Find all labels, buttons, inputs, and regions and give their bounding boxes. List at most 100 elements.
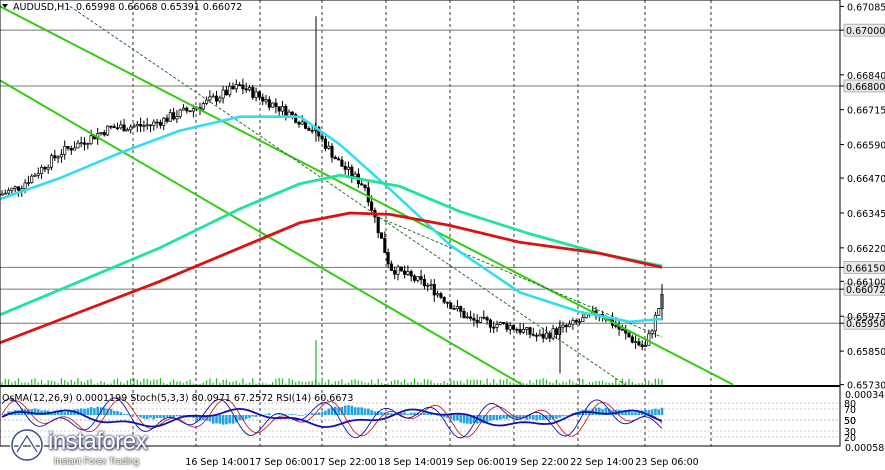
osma-bar (152, 415, 156, 420)
osma-bar (594, 407, 598, 415)
candle-body (188, 110, 192, 113)
osma-bar (268, 413, 271, 415)
candle-body (158, 121, 162, 126)
candle-body (234, 84, 238, 90)
candle-body (214, 95, 219, 102)
candle-body (442, 297, 446, 303)
level-label: 0.66150 (846, 263, 885, 274)
candle-body (99, 132, 103, 134)
osma-bar (238, 415, 241, 421)
osma-bar (525, 415, 528, 420)
candle-body (224, 89, 228, 96)
osma-bar (637, 410, 641, 415)
osma-bar (86, 408, 90, 415)
candle-body (337, 158, 341, 161)
candle-body (208, 96, 212, 101)
candle-body (574, 320, 578, 323)
candle-body (521, 329, 525, 333)
osma-axis-bottom: 0.000586 (845, 443, 885, 454)
osma-bar (469, 415, 472, 425)
candle-body (343, 166, 347, 170)
osma-bar (228, 415, 231, 424)
osma-bar (221, 415, 225, 425)
level-label: 0.67000 (846, 26, 885, 37)
candle-body (492, 326, 496, 329)
candle-body (304, 121, 308, 129)
osma-bar (357, 407, 360, 415)
candle-body (399, 266, 403, 272)
candle-body (59, 154, 63, 158)
osma-bar (561, 415, 565, 417)
osma-bar (634, 412, 637, 415)
osma-bar (231, 415, 235, 424)
candle-body (462, 310, 466, 319)
osma-bar (390, 413, 393, 415)
candle-body (277, 106, 281, 112)
osma-bar (205, 415, 208, 421)
osma-bar (145, 415, 149, 420)
candle-body (165, 117, 169, 122)
candle-body (76, 142, 80, 149)
candle-body (30, 175, 34, 183)
osma-bar (360, 407, 363, 415)
ma-cyan-line (0, 115, 663, 324)
watermark: instaforex Instant Forex Trading (4, 424, 184, 468)
candle-body (643, 345, 648, 347)
osma-bar (314, 413, 317, 415)
candle-body (614, 325, 618, 327)
ma-green-line (0, 173, 663, 317)
osma-bar (93, 408, 96, 415)
time-label: 23 Sep 06:00 (635, 457, 698, 468)
osma-bar (532, 415, 535, 420)
candle-body (502, 322, 506, 324)
candle-body (102, 132, 106, 136)
candle-body (469, 316, 473, 319)
candle-body (63, 146, 67, 155)
candle-body (333, 156, 337, 160)
osma-bar (136, 415, 139, 417)
candle-body (172, 112, 176, 120)
candle-body (148, 124, 153, 127)
candle-body (419, 276, 423, 280)
rsi-line (1, 407, 663, 428)
candle-body (271, 102, 275, 108)
level-label: 0.66800 (846, 82, 885, 93)
candle-body (320, 135, 324, 140)
osma-bar (112, 410, 116, 415)
candle-body (300, 121, 304, 125)
candle-body (518, 329, 522, 333)
osma-bar (598, 407, 601, 415)
time-label: 19 Sep 06:00 (441, 457, 504, 468)
osma-bar (604, 407, 608, 415)
watermark-brand: instaforex (48, 428, 148, 455)
candle-body (412, 275, 417, 281)
time-label: 22 Sep 14:00 (570, 457, 633, 468)
osma-bar (660, 407, 664, 415)
candle-body (201, 103, 205, 110)
osma-bar (607, 408, 611, 415)
osma-bar (386, 412, 390, 415)
osma-bar (287, 414, 291, 415)
osma-bar (456, 415, 459, 421)
osma-bar (159, 415, 162, 419)
time-label: 19 Sep 22:00 (505, 457, 568, 468)
indicator-level-label: 30 (844, 427, 856, 438)
candle-body (10, 187, 14, 191)
dropdown-arrow-icon[interactable] (2, 4, 8, 8)
osma-bar (165, 415, 169, 418)
osma-bar (218, 415, 222, 424)
candle-body (49, 155, 54, 168)
watermark-subtitle: Instant Forex Trading (54, 456, 140, 466)
candle-body (515, 328, 519, 331)
candle-body (379, 232, 384, 239)
osma-bar (142, 415, 146, 419)
osma-bar (541, 415, 545, 420)
osma-bar (60, 410, 63, 415)
osma-bar (631, 412, 634, 415)
candle-body (132, 125, 136, 128)
candle-body (7, 189, 11, 194)
candle-body (307, 128, 311, 131)
indicator-level-label: 70 (844, 405, 856, 416)
candle-body (218, 97, 222, 102)
